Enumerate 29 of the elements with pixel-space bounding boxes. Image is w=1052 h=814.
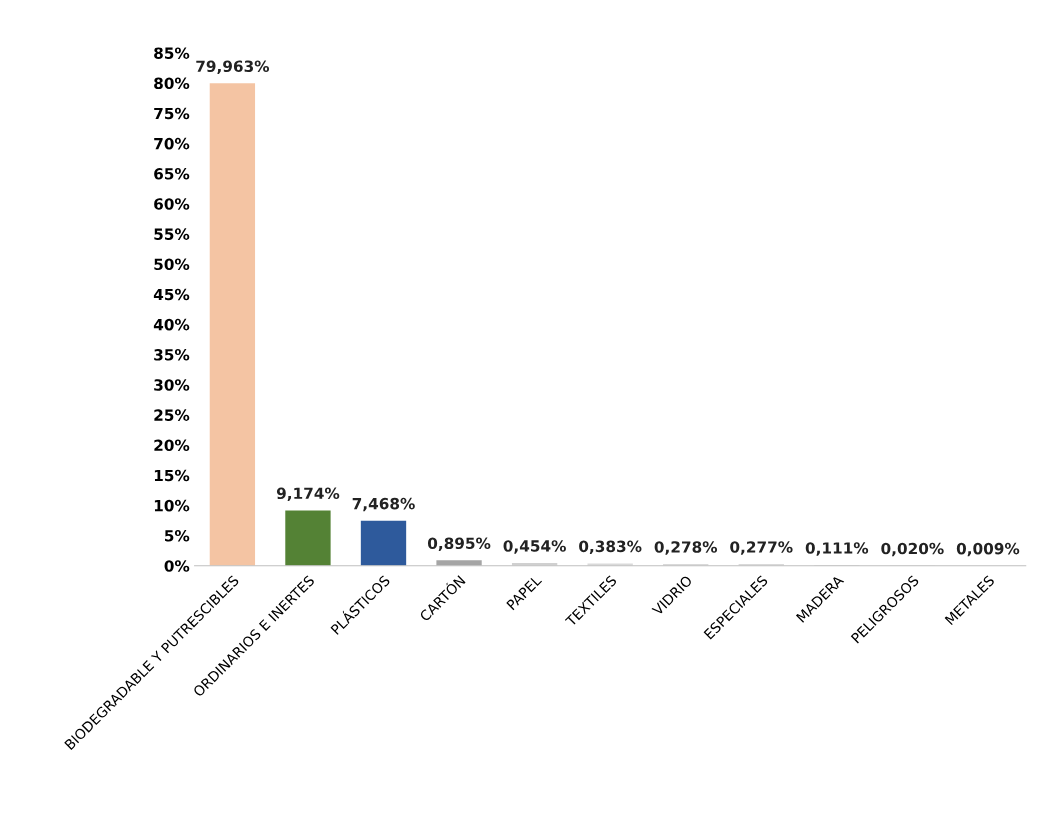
data-label: 0,111% [805, 542, 869, 556]
y-tick-label: 0% [164, 560, 190, 572]
y-tick-label: 30% [154, 379, 190, 391]
y-tick-label: 40% [153, 318, 190, 331]
data-label: 7,468% [352, 497, 415, 512]
data-label: 0,278% [654, 541, 718, 555]
y-tick-label: 10% [154, 499, 190, 512]
y-tick-label: 20% [154, 439, 190, 452]
y-tick-label: 70% [154, 137, 190, 150]
data-label: 0,009% [956, 542, 1020, 557]
y-tick-label: 35% [154, 349, 190, 361]
data-label: 0,383% [579, 540, 642, 555]
data-label: 9,174% [276, 487, 340, 502]
y-tick-label: 50% [154, 258, 190, 271]
data-label: 0,454% [503, 540, 566, 554]
data-label: 79,963% [196, 60, 270, 74]
y-tick-label: 60% [154, 198, 190, 210]
data-label: 0,895% [427, 537, 491, 551]
y-tick-label: 25% [154, 409, 190, 421]
y-tick-label: 85% [154, 47, 190, 59]
data-label: 0,277% [730, 541, 793, 555]
y-tick-label: 65% [154, 168, 190, 180]
y-tick-label: 15% [154, 469, 190, 482]
y-tick-label: 45% [153, 288, 190, 301]
y-tick-label: 80% [154, 77, 190, 90]
y-tick-label: 55% [154, 228, 190, 240]
y-tick-label: 75% [154, 107, 190, 120]
data-label: 0,020% [881, 542, 944, 557]
y-tick-label: 5% [165, 530, 190, 542]
